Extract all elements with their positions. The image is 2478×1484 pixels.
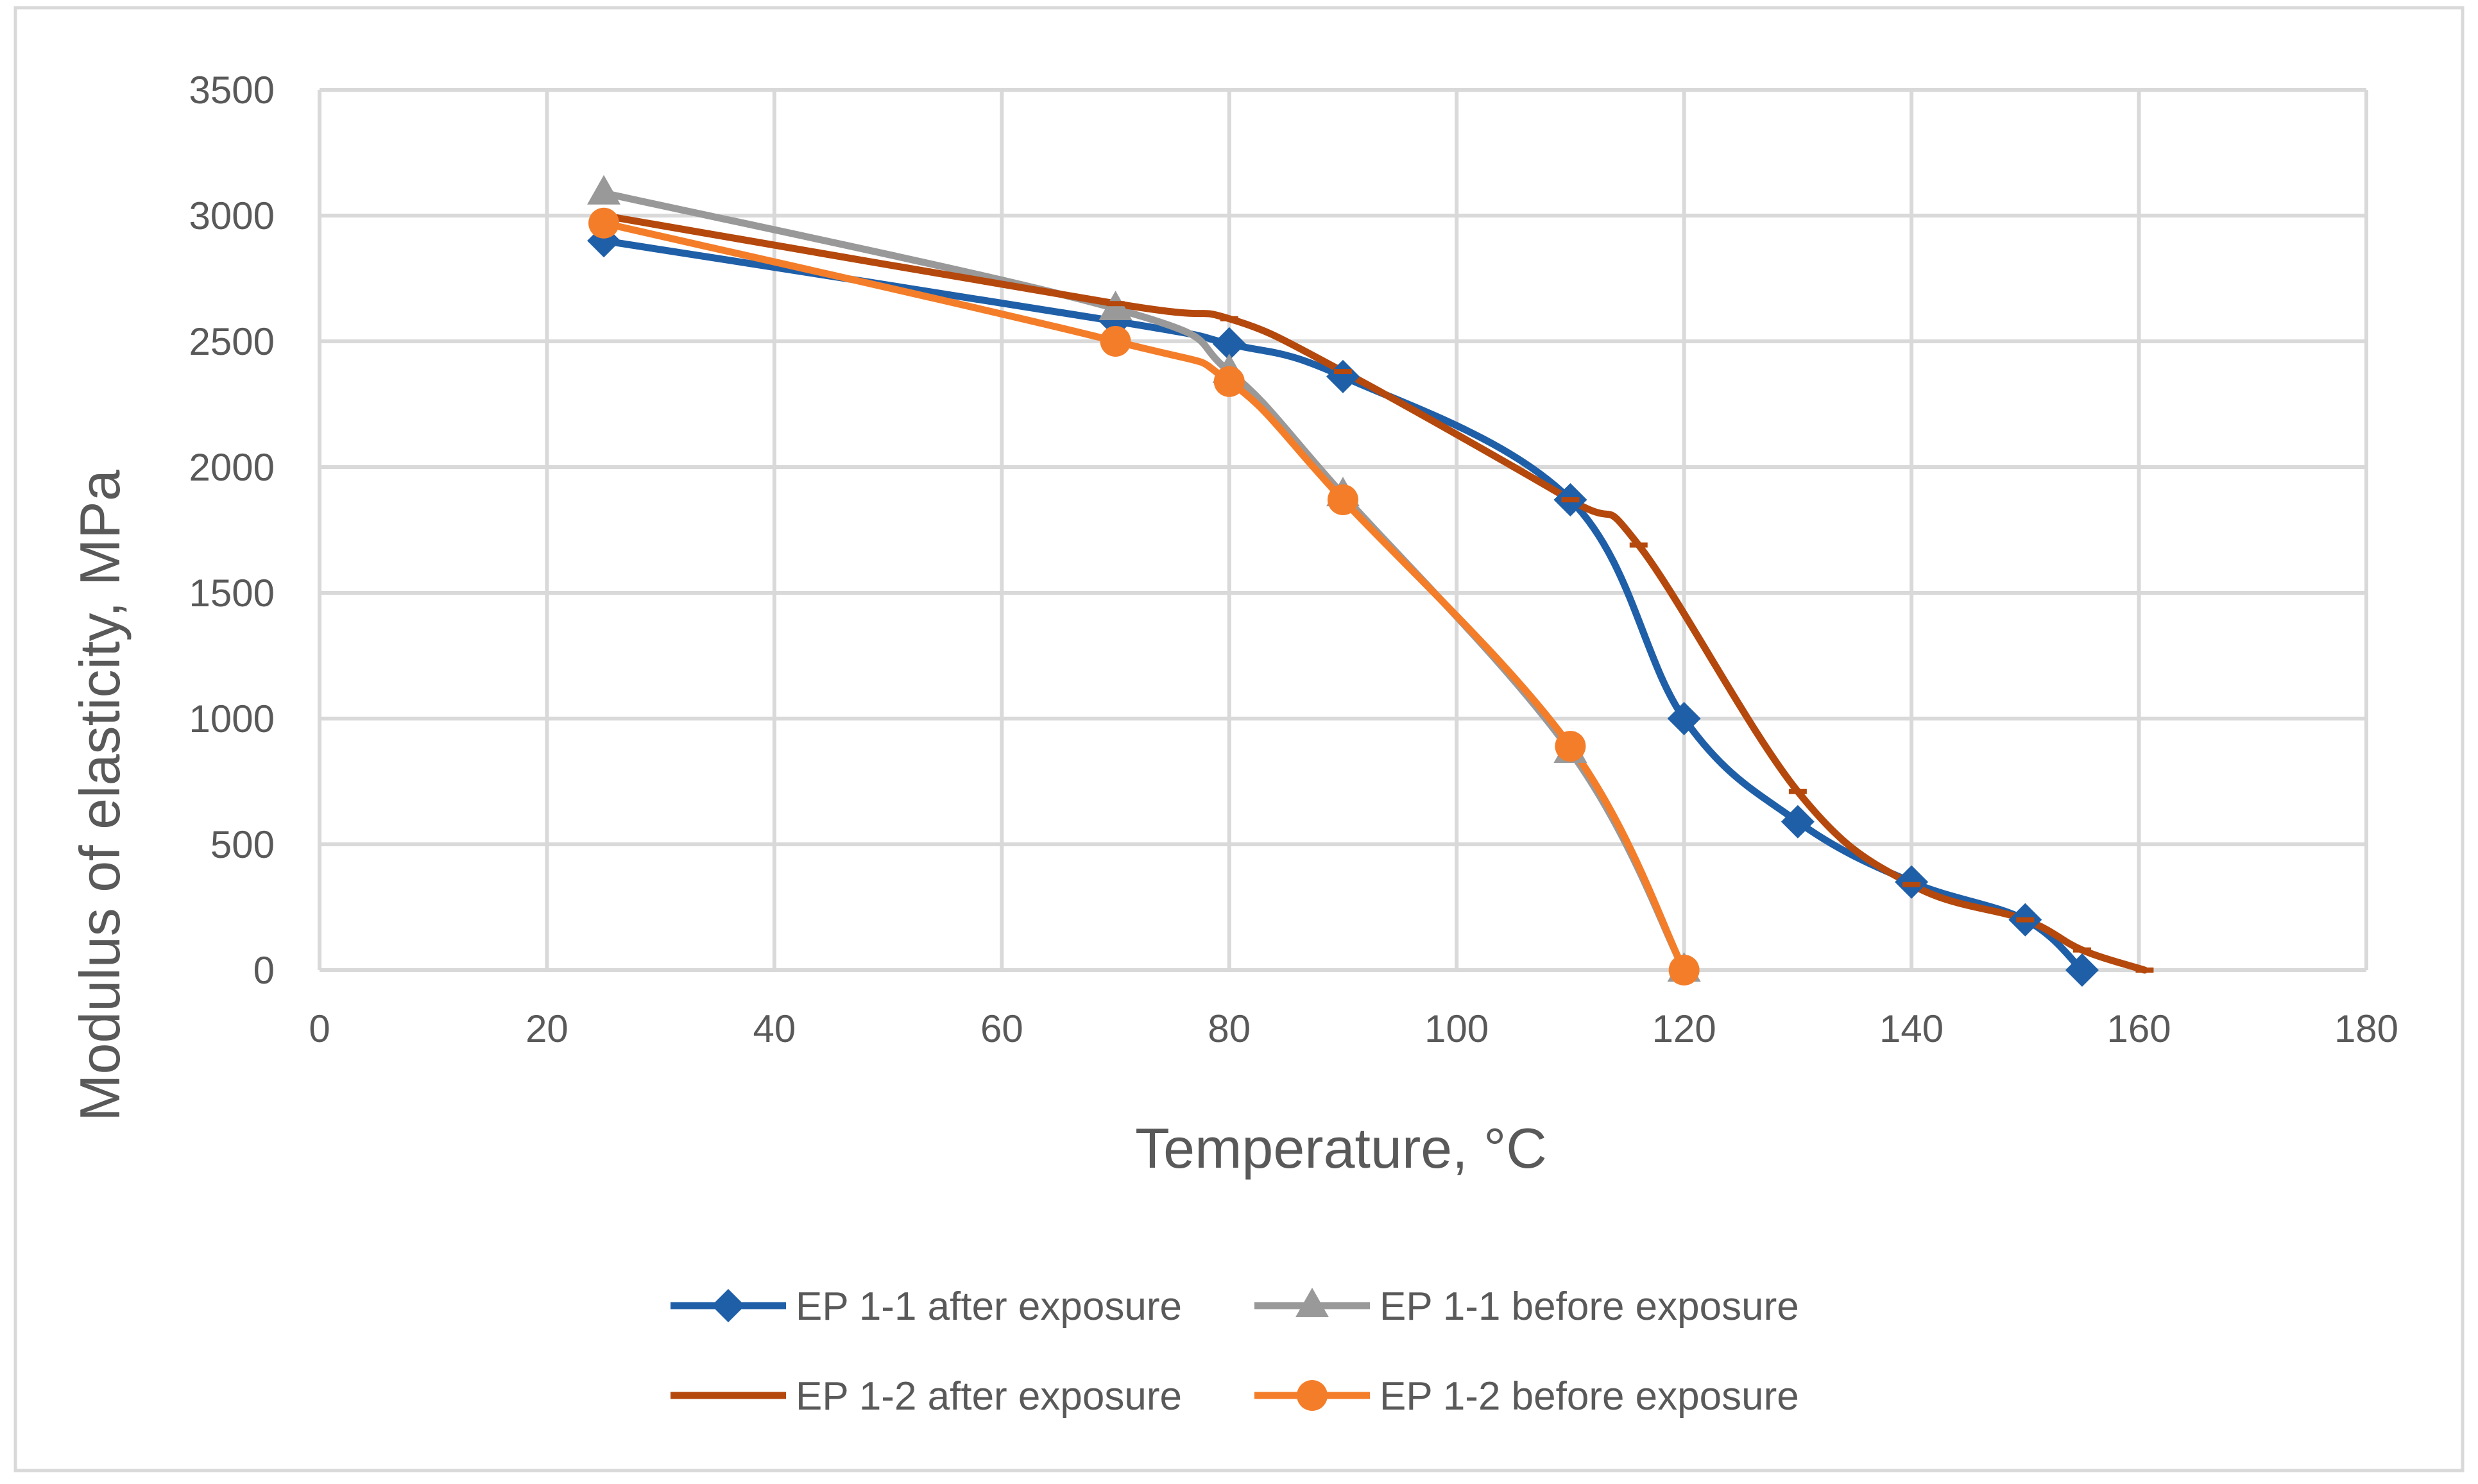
data-point-series-3 xyxy=(1788,789,1807,794)
y-axis-title: Modulus of elasticity, MPa xyxy=(68,470,132,1122)
data-point-series-3 xyxy=(1561,497,1580,502)
data-point-series-1 xyxy=(2065,953,2099,987)
data-point-series-4 xyxy=(1213,366,1245,397)
legend-marker-3 xyxy=(719,1393,737,1398)
data-point-series-4 xyxy=(1100,326,1131,357)
legend-marker-2 xyxy=(1295,1288,1329,1317)
data-point-series-3 xyxy=(1334,369,1352,375)
legend-label: EP 1-2 before exposure xyxy=(1380,1374,1799,1419)
data-point-series-1 xyxy=(1212,327,1246,361)
chart-border xyxy=(13,6,2465,1472)
gridlines xyxy=(318,88,2368,972)
data-point-series-2 xyxy=(587,175,621,205)
x-axis-title: Temperature, °C xyxy=(1135,1116,1547,1180)
x-tick-label: 120 xyxy=(1652,1007,1716,1050)
x-tick-label: 80 xyxy=(1208,1007,1251,1050)
x-tick-label: 20 xyxy=(526,1007,568,1050)
data-point-series-4 xyxy=(588,207,620,239)
y-tick-label: 3000 xyxy=(189,194,275,237)
data-point-series-3 xyxy=(2072,947,2091,953)
data-point-series-4 xyxy=(1328,484,1358,515)
x-tick-label: 60 xyxy=(980,1007,1023,1050)
series-markers xyxy=(587,175,2154,987)
data-point-series-3 xyxy=(1220,316,1238,321)
legend-label: EP 1-2 after exposure xyxy=(796,1374,1182,1419)
x-tick-label: 0 xyxy=(309,1007,330,1050)
y-tick-label: 1000 xyxy=(189,697,275,740)
data-point-series-1 xyxy=(1667,702,1701,735)
x-tick-label: 160 xyxy=(2107,1007,2171,1050)
data-point-series-3 xyxy=(2016,917,2035,923)
y-tick-label: 500 xyxy=(210,823,275,866)
legend: EP 1-1 after exposure EP 1-1 before expos… xyxy=(671,1284,1799,1419)
y-tick-label: 2500 xyxy=(189,320,275,363)
data-point-series-3 xyxy=(1106,301,1125,307)
data-point-series-3 xyxy=(1902,882,1921,887)
x-tick-label: 40 xyxy=(753,1007,796,1050)
data-point-series-3 xyxy=(1629,542,1648,548)
data-point-series-3 xyxy=(2135,968,2154,973)
legend-label: EP 1-1 after exposure xyxy=(796,1284,1182,1329)
legend-label: EP 1-1 before exposure xyxy=(1380,1284,1799,1329)
legend-marker-1 xyxy=(712,1289,745,1322)
y-tick-label: 3500 xyxy=(189,69,275,112)
series-line-4 xyxy=(600,219,1688,974)
y-tick-label: 1500 xyxy=(189,572,275,615)
data-point-series-4 xyxy=(1555,731,1586,762)
y-tick-label: 0 xyxy=(253,949,275,992)
x-tick-label: 100 xyxy=(1424,1007,1489,1050)
x-tick-label: 180 xyxy=(2334,1007,2398,1050)
x-tick-label: 140 xyxy=(1879,1007,1944,1050)
data-point-series-4 xyxy=(1668,955,1700,985)
y-tick-label: 2000 xyxy=(189,446,275,489)
legend-marker-4 xyxy=(1297,1380,1328,1411)
data-point-series-1 xyxy=(1781,805,1815,839)
tick-labels: 0 500 1000 1500 2000 2500 3000 3500 0 20 40 60 80 100… xyxy=(189,69,2399,1050)
data-point-series-1 xyxy=(1326,359,1360,393)
